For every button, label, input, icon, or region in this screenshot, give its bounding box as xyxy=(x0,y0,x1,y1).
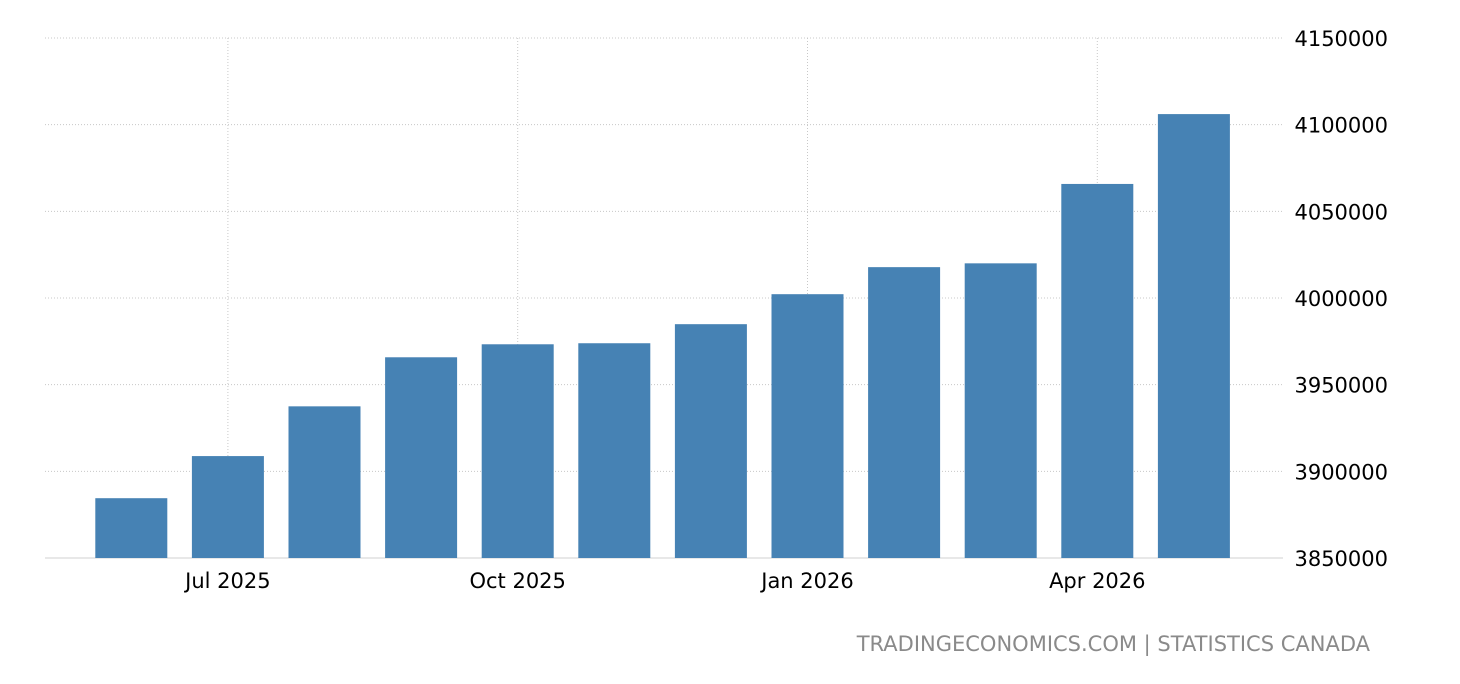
bar xyxy=(191,456,264,558)
bar xyxy=(1061,183,1134,559)
bar xyxy=(771,294,844,558)
y-tick-label: 4100000 xyxy=(1294,114,1388,138)
bar xyxy=(95,498,168,558)
bar xyxy=(481,344,554,558)
bar xyxy=(1157,114,1230,559)
x-tick-label: Oct 2025 xyxy=(469,569,565,593)
y-tick-label: 4150000 xyxy=(1294,27,1388,51)
x-tick-label: Apr 2026 xyxy=(1049,569,1145,593)
y-axis-labels: 3850000 3900000 3950000 4000000 4050000 41000… xyxy=(1294,27,1388,571)
bar xyxy=(674,324,747,558)
bar xyxy=(964,263,1037,558)
bar xyxy=(385,357,458,558)
bars xyxy=(95,114,1230,559)
x-axis-labels: Jul 2025 Oct 2025 Jan 2026 Apr 2026 xyxy=(183,569,1145,593)
y-tick-label: 3900000 xyxy=(1294,460,1388,484)
y-tick-label: 3850000 xyxy=(1294,547,1388,571)
bar xyxy=(578,343,651,558)
source-credit: TRADINGECONOMICS.COM | STATISTICS CANADA xyxy=(856,632,1371,657)
x-tick-label: Jan 2026 xyxy=(759,569,854,593)
bar xyxy=(868,267,941,558)
y-tick-label: 4050000 xyxy=(1294,200,1388,224)
y-tick-label: 4000000 xyxy=(1294,287,1388,311)
y-tick-label: 3950000 xyxy=(1294,374,1388,398)
x-tick-label: Jul 2025 xyxy=(183,569,270,593)
bar xyxy=(288,406,361,558)
